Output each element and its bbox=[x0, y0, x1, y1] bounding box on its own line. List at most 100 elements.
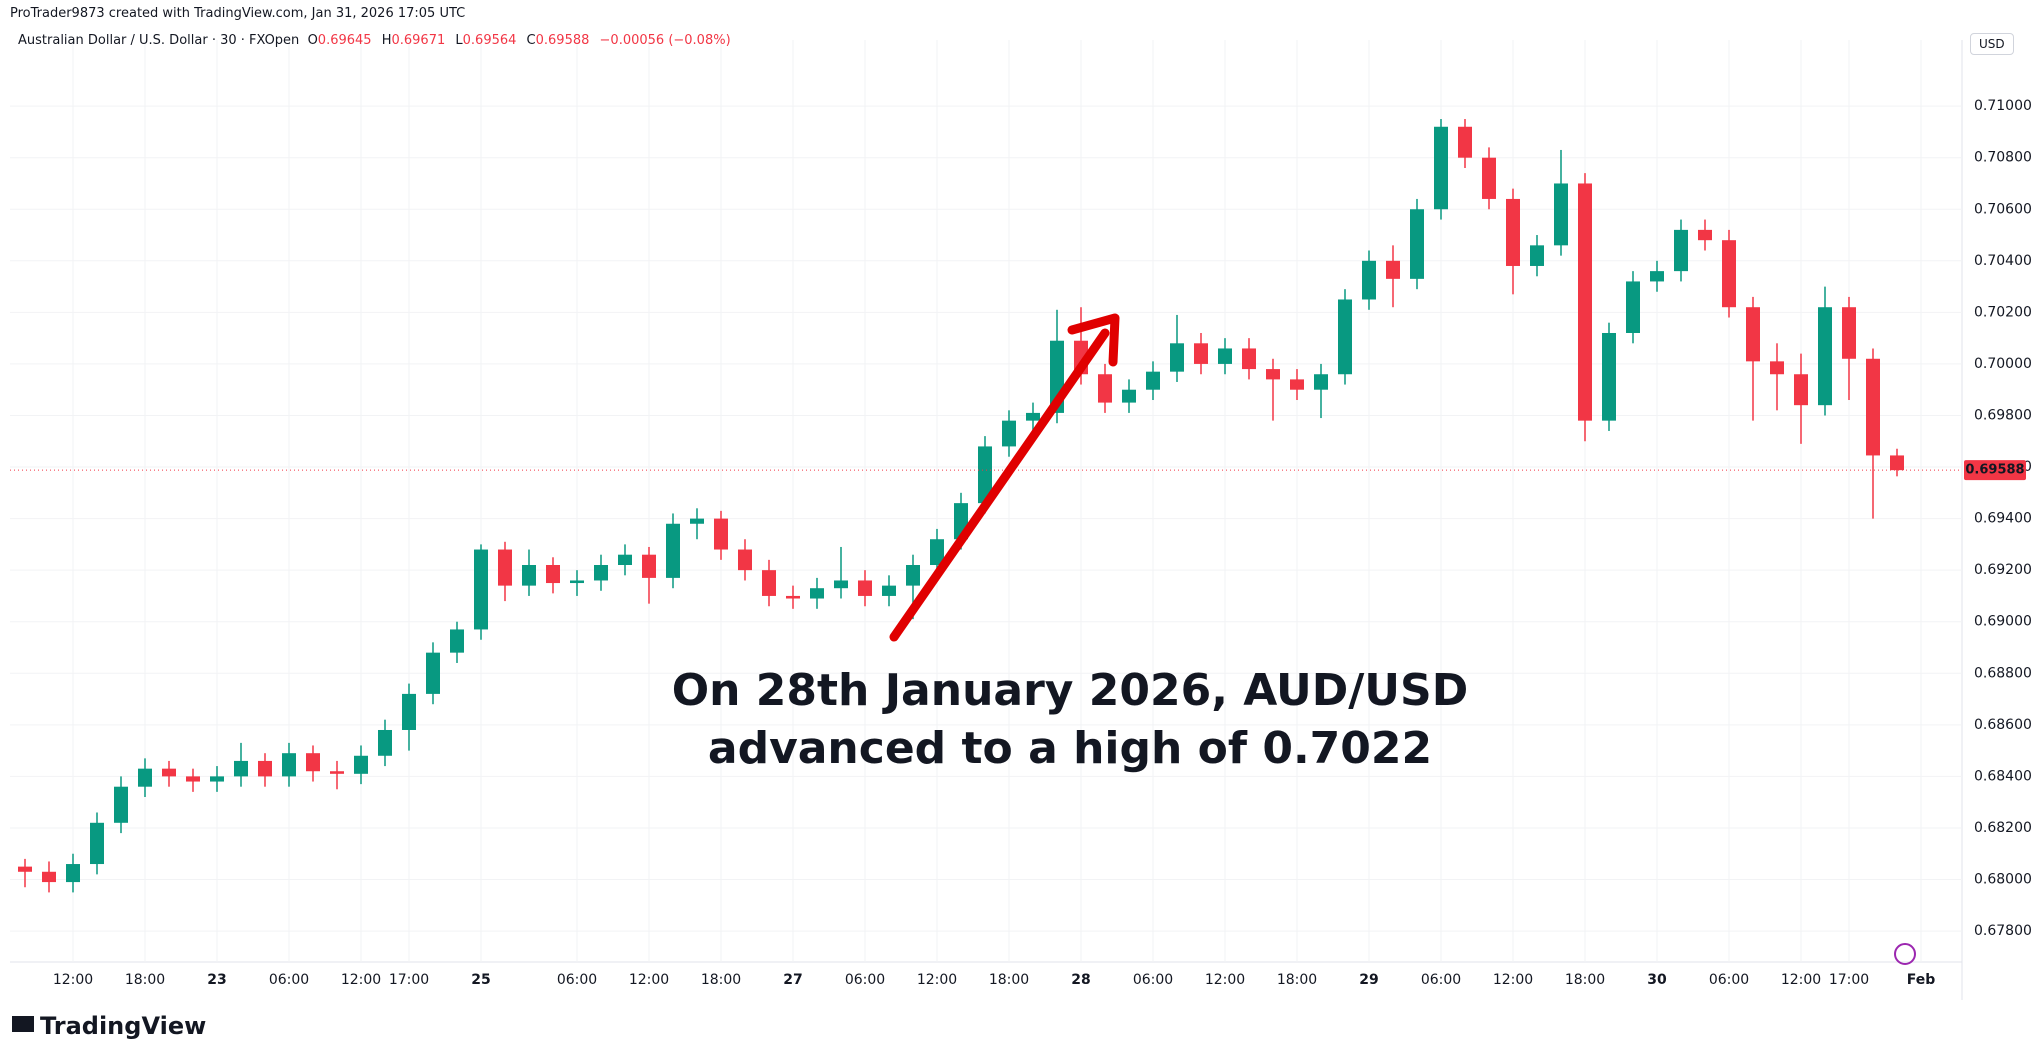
y-tick-label: 0.70800 bbox=[1974, 150, 2032, 166]
candle-body bbox=[1626, 281, 1640, 333]
y-tick-label: 0.69200 bbox=[1974, 562, 2032, 578]
candle-body bbox=[1482, 157, 1496, 199]
o-value: 0.69645 bbox=[317, 33, 372, 48]
y-tick-label: 0.69800 bbox=[1974, 407, 2032, 423]
candle-body bbox=[426, 652, 440, 694]
candle-body bbox=[642, 554, 656, 578]
candle-body bbox=[1890, 455, 1904, 471]
candle-body bbox=[1098, 374, 1112, 403]
x-tick-label: 12:00 bbox=[1205, 972, 1245, 988]
candle-body bbox=[1866, 358, 1880, 456]
x-tick-label: 06:00 bbox=[1421, 972, 1461, 988]
candle-body bbox=[1266, 369, 1280, 380]
candle-body bbox=[594, 565, 608, 581]
candle-body bbox=[1194, 343, 1208, 364]
candle-body bbox=[1218, 348, 1232, 364]
x-tick-label: 18:00 bbox=[125, 972, 165, 988]
candle-body bbox=[1722, 240, 1736, 308]
h-value: 0.69671 bbox=[391, 33, 446, 48]
x-tick-label: 30 bbox=[1647, 972, 1667, 988]
candle-body bbox=[834, 580, 848, 589]
candle-body bbox=[1338, 299, 1352, 375]
candle-body bbox=[1458, 126, 1472, 158]
x-tick-label: 18:00 bbox=[1565, 972, 1605, 988]
x-tick-label: 12:00 bbox=[53, 972, 93, 988]
candle-body bbox=[138, 768, 152, 787]
candle-body bbox=[1698, 229, 1712, 241]
candle-body bbox=[1122, 389, 1136, 403]
candle-body bbox=[546, 565, 560, 584]
candle-body bbox=[114, 786, 128, 823]
candle-body bbox=[474, 549, 488, 630]
y-tick-label: 0.68400 bbox=[1974, 768, 2032, 784]
l-label: L bbox=[455, 33, 463, 48]
candle-body bbox=[1602, 332, 1616, 421]
annotation: advanced to a high of 0.7022 bbox=[708, 723, 1432, 774]
y-tick-label: 0.70000 bbox=[1974, 356, 2032, 372]
candle-body bbox=[258, 760, 272, 777]
x-tick-label: 12:00 bbox=[629, 972, 669, 988]
x-tick-label: 06:00 bbox=[557, 972, 597, 988]
candle-body bbox=[570, 580, 584, 584]
c-value: 0.69588 bbox=[535, 33, 590, 48]
candle-body bbox=[330, 771, 344, 774]
x-tick-label: 12:00 bbox=[1493, 972, 1533, 988]
c-label: C bbox=[526, 33, 536, 48]
candle-body bbox=[882, 585, 896, 596]
symbol-header: Australian Dollar / U.S. Dollar · 30 · F… bbox=[18, 33, 737, 48]
candle-body bbox=[1314, 374, 1328, 390]
candle-body bbox=[162, 768, 176, 777]
candle-body bbox=[354, 755, 368, 774]
y-tick-label: 0.68200 bbox=[1974, 820, 2032, 836]
y-tick-label: 0.68800 bbox=[1974, 665, 2032, 681]
x-tick-label: 06:00 bbox=[1709, 972, 1749, 988]
x-tick-label: 06:00 bbox=[1133, 972, 1173, 988]
y-tick-label: 0.70400 bbox=[1974, 253, 2032, 269]
h-label: H bbox=[381, 33, 392, 48]
candle-body bbox=[666, 523, 680, 578]
candle-body bbox=[1746, 307, 1760, 362]
x-tick-label: 17:00 bbox=[1829, 972, 1869, 988]
candle-body bbox=[450, 629, 464, 653]
candle-body bbox=[1650, 271, 1664, 282]
candle-body bbox=[186, 776, 200, 782]
x-tick-label: 23 bbox=[207, 972, 226, 988]
x-tick-label: 06:00 bbox=[269, 972, 309, 988]
last-price-box bbox=[1964, 460, 2026, 481]
candle-body bbox=[1554, 183, 1568, 246]
x-tick-label: 12:00 bbox=[1781, 972, 1821, 988]
candle-body bbox=[1818, 307, 1832, 406]
last-price-label: 0.69588 bbox=[1965, 463, 2024, 478]
y-tick-label: 0.69000 bbox=[1974, 614, 2032, 630]
candle-body bbox=[402, 693, 416, 730]
y-tick-label: 0.70200 bbox=[1974, 304, 2032, 320]
candle-body bbox=[306, 753, 320, 772]
currency-button[interactable]: USD bbox=[1970, 33, 2014, 55]
candle-body bbox=[1362, 260, 1376, 300]
candle-body bbox=[1026, 412, 1040, 421]
candle-body bbox=[858, 580, 872, 596]
x-tick-label: 06:00 bbox=[845, 972, 885, 988]
x-tick-label: Feb bbox=[1907, 972, 1936, 988]
candle-body bbox=[762, 570, 776, 596]
candle-body bbox=[522, 565, 536, 586]
candle-body bbox=[1242, 348, 1256, 370]
candle-body bbox=[1506, 198, 1520, 266]
x-tick-label: 18:00 bbox=[701, 972, 741, 988]
event-icon bbox=[1894, 943, 1916, 965]
candle-body bbox=[18, 866, 32, 872]
y-tick-label: 0.70600 bbox=[1974, 201, 2032, 217]
candle-body bbox=[738, 549, 752, 571]
candle-body bbox=[1002, 420, 1016, 447]
x-tick-label: 12:00 bbox=[917, 972, 957, 988]
candle-body bbox=[930, 539, 944, 566]
symbol: Australian Dollar / U.S. Dollar · 30 · F… bbox=[18, 33, 300, 48]
candle-body bbox=[234, 760, 248, 777]
marks: 0.67800 0.68000 0.68200 0.68400 0.68600 0.688… bbox=[10, 40, 2032, 988]
x-tick-label: 25 bbox=[471, 972, 490, 988]
candle-body bbox=[1410, 209, 1424, 279]
candle-body bbox=[42, 871, 56, 883]
brand: TradingView bbox=[40, 1012, 207, 1040]
